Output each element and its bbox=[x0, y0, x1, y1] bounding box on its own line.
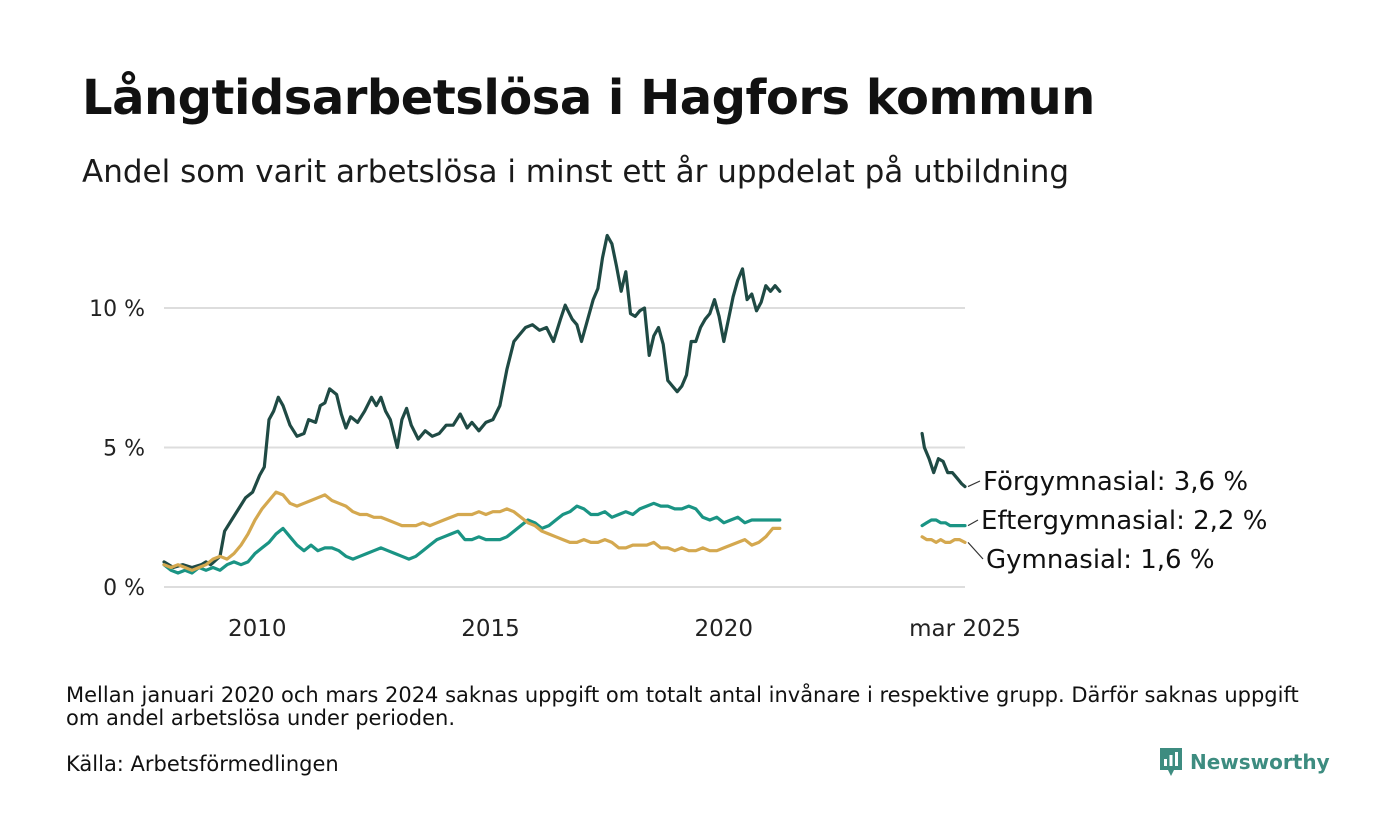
series-line-eftergymnasial bbox=[920, 518, 967, 528]
chart-series bbox=[162, 233, 967, 575]
series-line-gymnasial bbox=[162, 490, 782, 572]
label-leader-line bbox=[967, 541, 984, 560]
x-tick-label: 2010 bbox=[228, 616, 287, 642]
page-title: Långtidsarbetslösa i Hagfors kommun bbox=[82, 70, 1095, 126]
series-end-label: Gymnasial: 1,6 % bbox=[986, 545, 1215, 575]
source-credit: Källa: Arbetsförmedlingen bbox=[66, 752, 339, 776]
x-tick-label: 2020 bbox=[695, 616, 754, 642]
newsworthy-icon bbox=[1160, 748, 1182, 776]
series-line-förgymnasial bbox=[162, 233, 782, 570]
series-end-label: Förgymnasial: 3,6 % bbox=[983, 467, 1248, 497]
y-tick-label: 10 % bbox=[89, 297, 145, 322]
page-subtitle: Andel som varit arbetslösa i minst ett å… bbox=[82, 154, 1070, 190]
y-tick-label: 0 % bbox=[103, 576, 145, 601]
label-leader-line bbox=[967, 519, 979, 527]
y-tick-label: 5 % bbox=[103, 437, 145, 462]
brand-logo: Newsworthy bbox=[1158, 746, 1330, 778]
line-chart: 0 % 5 % 10 % 2010 2015 2020 mar 2025 Förgymna… bbox=[89, 233, 1267, 642]
x-tick-label: mar 2025 bbox=[909, 616, 1021, 642]
brand-name: Newsworthy bbox=[1190, 750, 1330, 774]
chart-gridlines bbox=[164, 307, 965, 588]
footnote: Mellan januari 2020 och mars 2024 saknas… bbox=[66, 683, 1299, 730]
x-tick-label: 2015 bbox=[461, 616, 520, 642]
y-axis: 0 % 5 % 10 % bbox=[89, 297, 145, 601]
series-line-eftergymnasial bbox=[162, 501, 782, 575]
label-leader-line bbox=[967, 480, 981, 488]
series-line-gymnasial bbox=[920, 535, 967, 544]
series-line-förgymnasial bbox=[920, 431, 967, 489]
series-end-labels: Förgymnasial: 3,6 % Eftergymnasial: 2,2 %… bbox=[967, 467, 1267, 575]
x-axis: 2010 2015 2020 mar 2025 bbox=[228, 616, 1021, 642]
series-end-label: Eftergymnasial: 2,2 % bbox=[981, 506, 1267, 536]
